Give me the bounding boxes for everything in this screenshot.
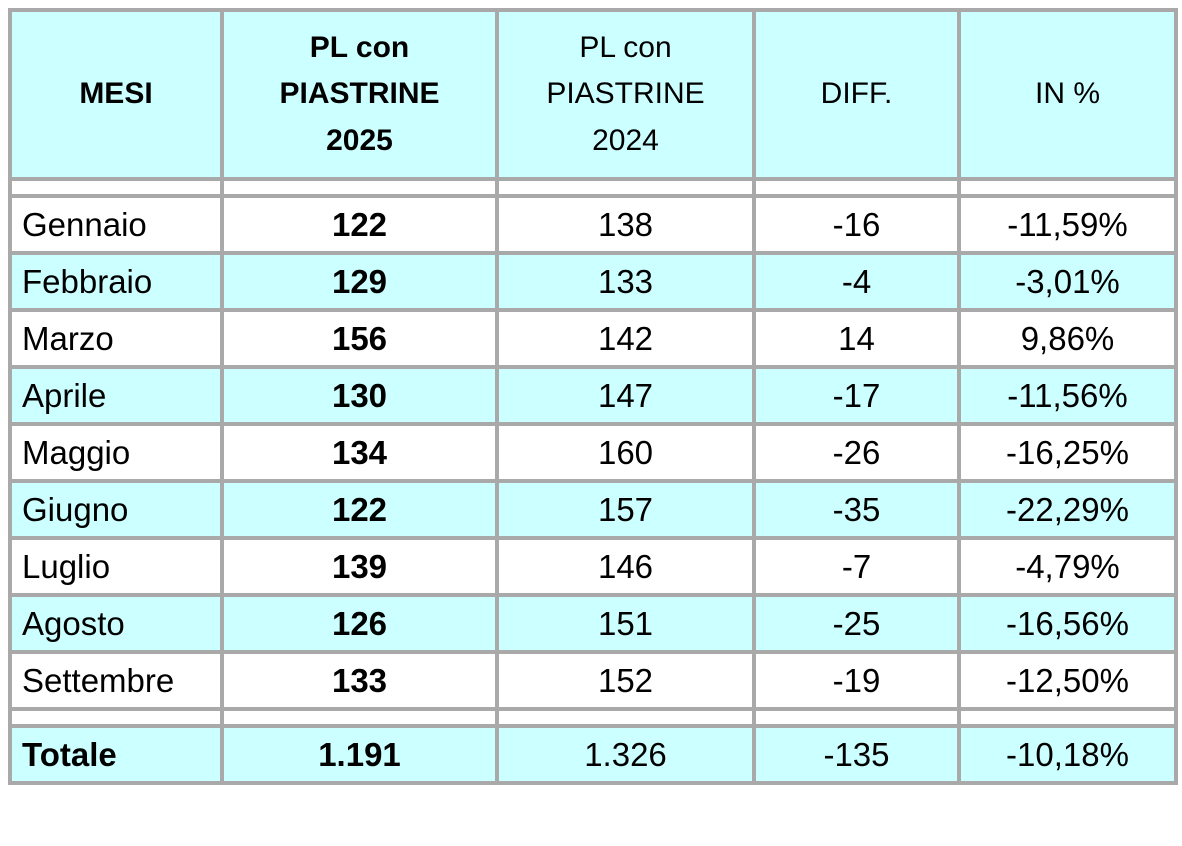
- total-pl-2025-cell: 1.191: [220, 724, 499, 785]
- month-cell: Maggio: [8, 422, 224, 483]
- spacer-cell: [220, 707, 499, 728]
- pct-cell: -3,01%: [957, 251, 1178, 312]
- header-row: MESI PL con PIASTRINE 2025 PL con PIASTR…: [8, 8, 1178, 181]
- pct-cell: -12,50%: [957, 650, 1178, 711]
- month-cell: Febbraio: [8, 251, 224, 312]
- pl-2025-cell: 126: [220, 593, 499, 654]
- pl-2025-cell: 122: [220, 479, 499, 540]
- table-row-aprile: Aprile 130 147 -17 -11,56%: [8, 365, 1178, 426]
- table-row-gennaio: Gennaio 122 138 -16 -11,59%: [8, 194, 1178, 255]
- diff-cell: 14: [752, 308, 961, 369]
- total-label-cell: Totale: [8, 724, 224, 785]
- pct-cell: -16,56%: [957, 593, 1178, 654]
- pl-2025-cell: 122: [220, 194, 499, 255]
- spacer-cell: [495, 177, 756, 198]
- pl-2025-cell: 130: [220, 365, 499, 426]
- pl-2024-cell: 151: [495, 593, 756, 654]
- pct-cell: -11,59%: [957, 194, 1178, 255]
- pct-cell: -4,79%: [957, 536, 1178, 597]
- col-header-pl-2025: PL con PIASTRINE 2025: [220, 8, 499, 181]
- pl-2025-cell: 134: [220, 422, 499, 483]
- month-cell: Agosto: [8, 593, 224, 654]
- col-header-pl-2024: PL con PIASTRINE 2024: [495, 8, 756, 181]
- pl-piastrine-comparison-table: MESI PL con PIASTRINE 2025 PL con PIASTR…: [8, 8, 1178, 785]
- table-row-settembre: Settembre 133 152 -19 -12,50%: [8, 650, 1178, 711]
- diff-cell: -35: [752, 479, 961, 540]
- diff-cell: -17: [752, 365, 961, 426]
- diff-cell: -7: [752, 536, 961, 597]
- pct-cell: -11,56%: [957, 365, 1178, 426]
- pl-2024-cell: 138: [495, 194, 756, 255]
- month-cell: Gennaio: [8, 194, 224, 255]
- spacer-cell: [752, 177, 961, 198]
- month-cell: Settembre: [8, 650, 224, 711]
- diff-cell: -16: [752, 194, 961, 255]
- pl-2024-cell: 160: [495, 422, 756, 483]
- diff-cell: -19: [752, 650, 961, 711]
- diff-cell: -26: [752, 422, 961, 483]
- spacer-cell: [957, 177, 1178, 198]
- col-header-in-pct: IN %: [957, 8, 1178, 181]
- total-diff-cell: -135: [752, 724, 961, 785]
- pl-2024-cell: 146: [495, 536, 756, 597]
- pl-2025-cell: 139: [220, 536, 499, 597]
- pl-2025-cell: 156: [220, 308, 499, 369]
- month-cell: Aprile: [8, 365, 224, 426]
- spacer-row-bottom: [8, 707, 1178, 728]
- pct-cell: -22,29%: [957, 479, 1178, 540]
- spacer-cell: [220, 177, 499, 198]
- spacer-cell: [8, 177, 224, 198]
- spacer-row-top: [8, 177, 1178, 198]
- diff-cell: -4: [752, 251, 961, 312]
- spacer-cell: [957, 707, 1178, 728]
- pl-2024-cell: 147: [495, 365, 756, 426]
- spacer-cell: [495, 707, 756, 728]
- table-row-maggio: Maggio 134 160 -26 -16,25%: [8, 422, 1178, 483]
- month-cell: Giugno: [8, 479, 224, 540]
- pct-cell: -16,25%: [957, 422, 1178, 483]
- pct-cell: 9,86%: [957, 308, 1178, 369]
- table-row-giugno: Giugno 122 157 -35 -22,29%: [8, 479, 1178, 540]
- table-row-agosto: Agosto 126 151 -25 -16,56%: [8, 593, 1178, 654]
- total-pct-cell: -10,18%: [957, 724, 1178, 785]
- pl-2024-cell: 152: [495, 650, 756, 711]
- table-row-marzo: Marzo 156 142 14 9,86%: [8, 308, 1178, 369]
- table-row-febbraio: Febbraio 129 133 -4 -3,01%: [8, 251, 1178, 312]
- table-row-luglio: Luglio 139 146 -7 -4,79%: [8, 536, 1178, 597]
- spacer-cell: [752, 707, 961, 728]
- pl-2024-cell: 157: [495, 479, 756, 540]
- pl-2025-cell: 129: [220, 251, 499, 312]
- col-header-mesi: MESI: [8, 8, 224, 181]
- pl-2024-cell: 133: [495, 251, 756, 312]
- pl-2025-cell: 133: [220, 650, 499, 711]
- spacer-cell: [8, 707, 224, 728]
- col-header-diff: DIFF.: [752, 8, 961, 181]
- total-pl-2024-cell: 1.326: [495, 724, 756, 785]
- total-row: Totale 1.191 1.326 -135 -10,18%: [8, 724, 1178, 785]
- month-cell: Luglio: [8, 536, 224, 597]
- pl-2024-cell: 142: [495, 308, 756, 369]
- diff-cell: -25: [752, 593, 961, 654]
- month-cell: Marzo: [8, 308, 224, 369]
